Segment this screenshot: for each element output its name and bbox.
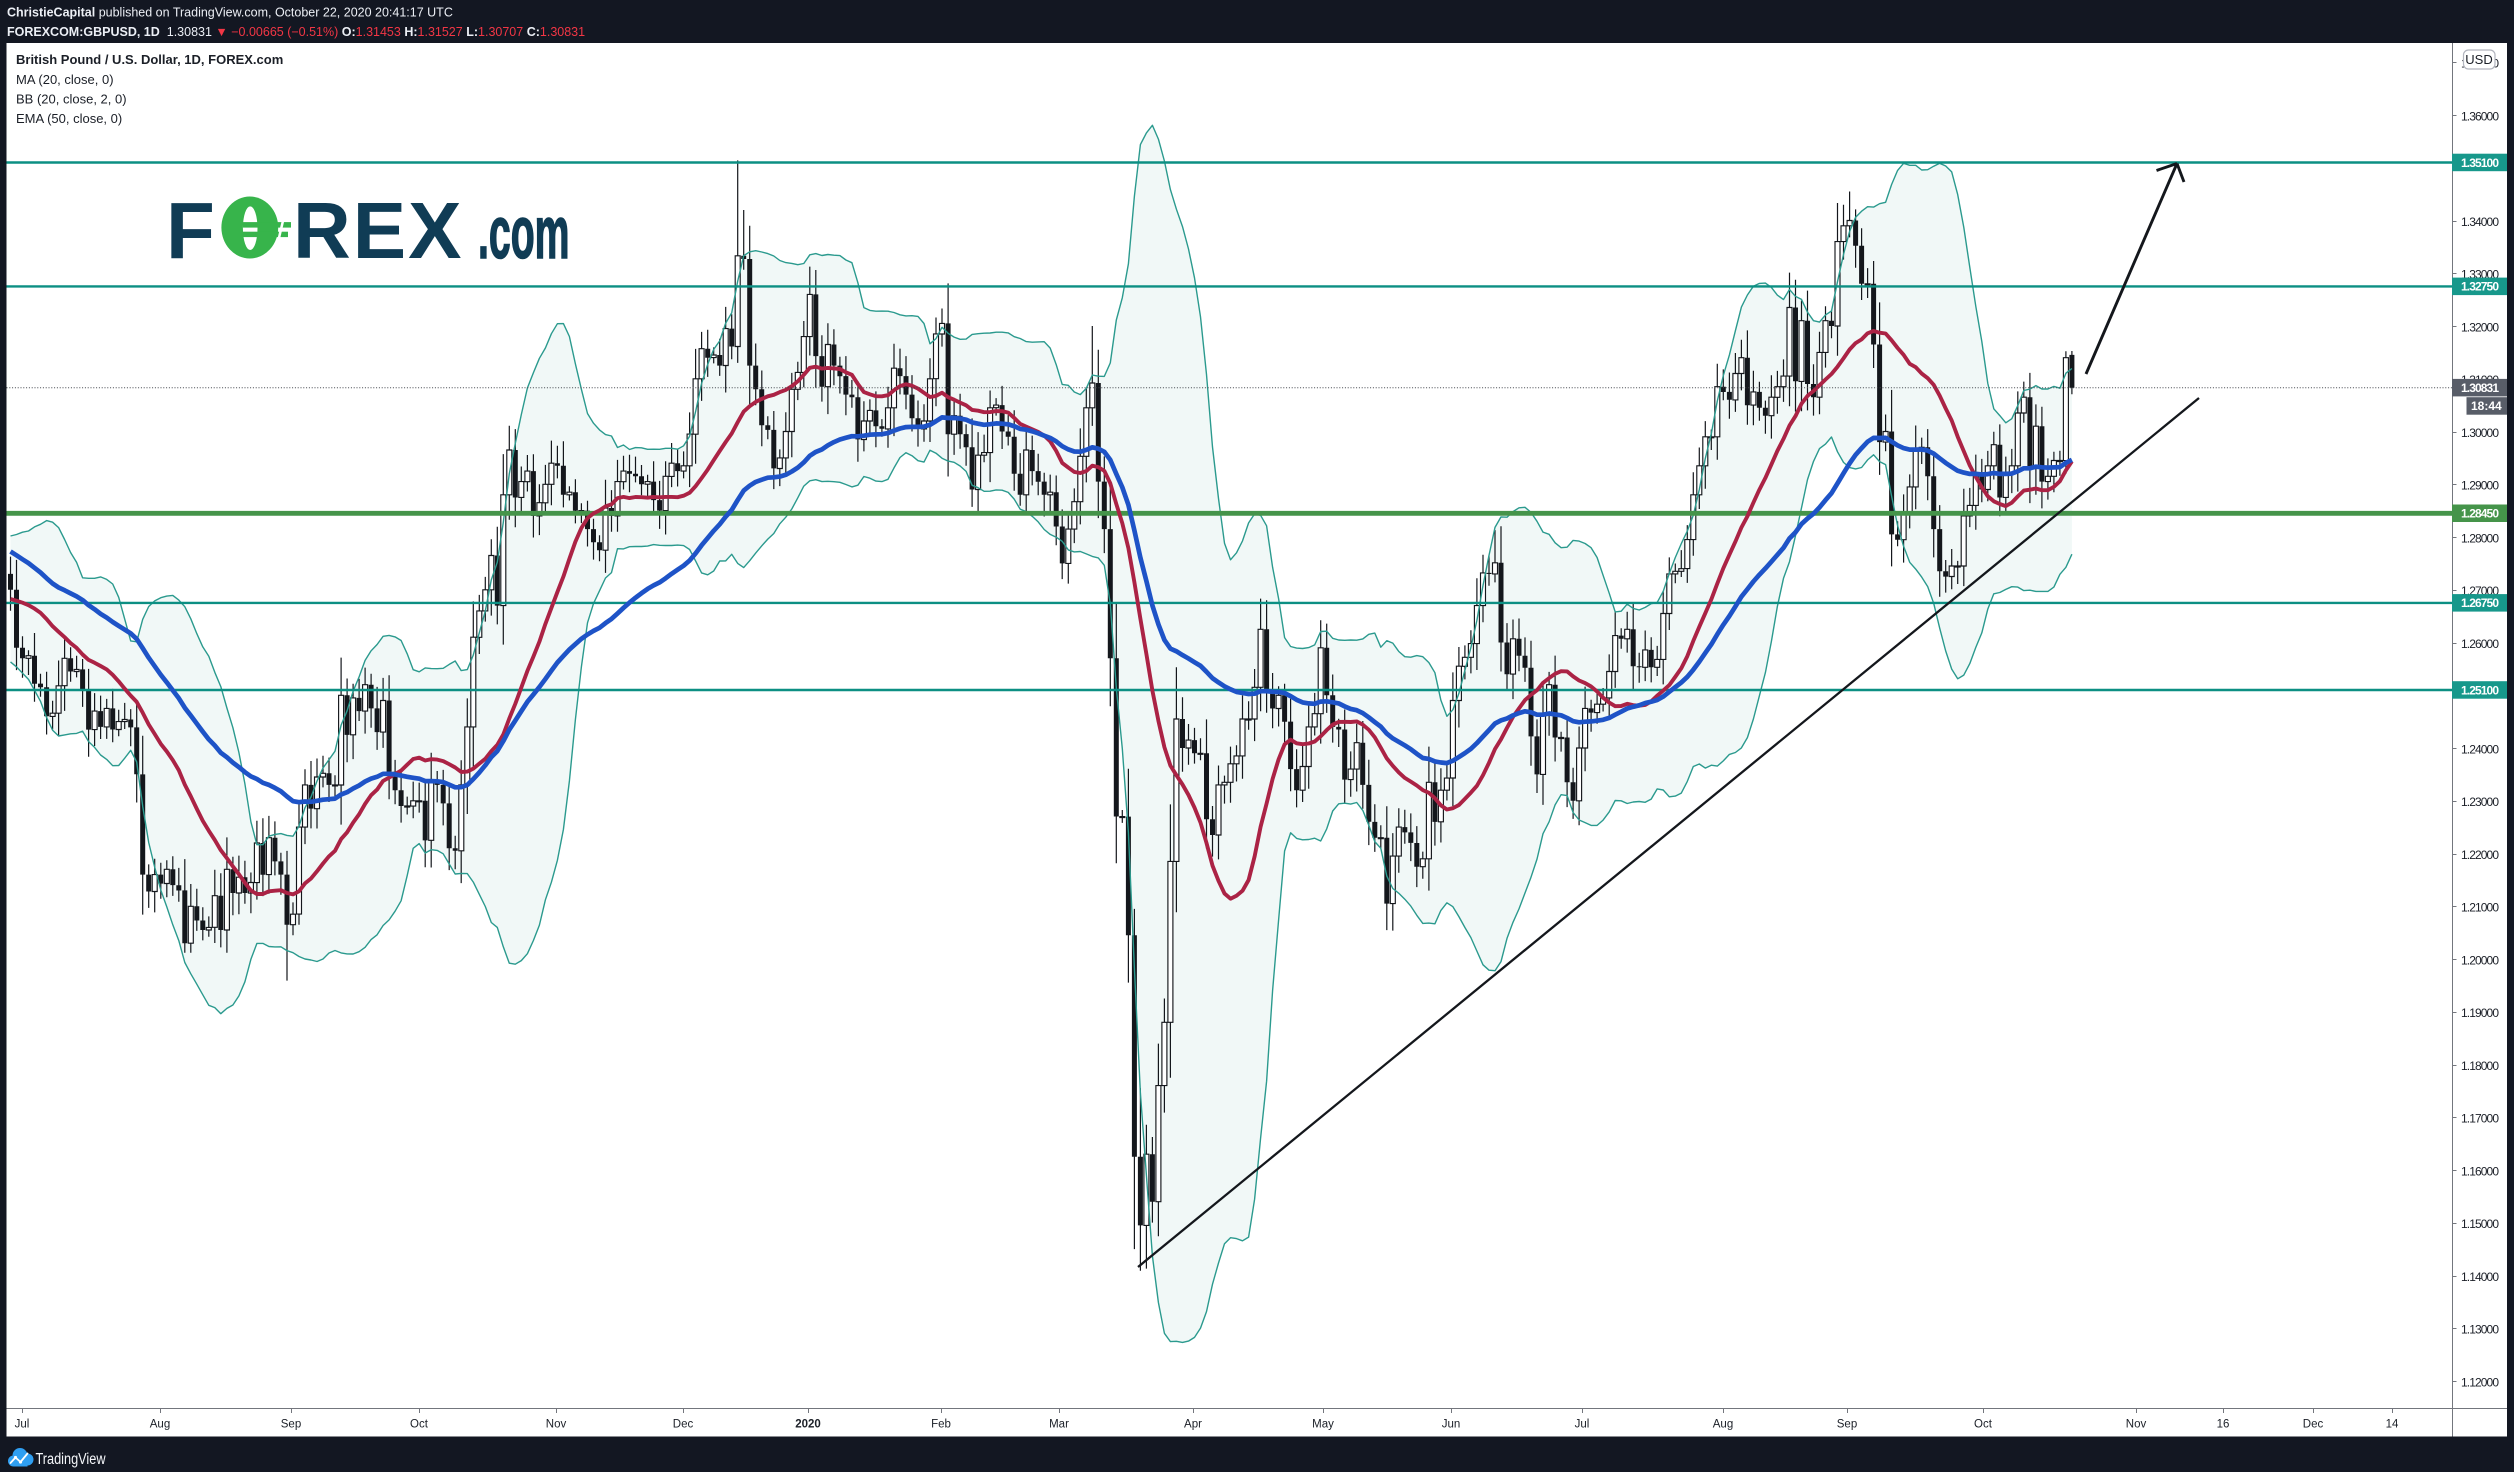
- svg-text:REX: REX: [293, 186, 464, 275]
- svg-text:1.32000: 1.32000: [2461, 320, 2499, 334]
- svg-text:Sep: Sep: [281, 1419, 301, 1431]
- svg-text:Dec: Dec: [2303, 1419, 2324, 1431]
- svg-text:1.13000: 1.13000: [2461, 1323, 2499, 1337]
- svg-text:.com: .com: [478, 191, 570, 275]
- svg-text:Oct: Oct: [1974, 1419, 1993, 1431]
- svg-text:14: 14: [2386, 1419, 2399, 1431]
- svg-text:1.28450: 1.28450: [2461, 507, 2499, 521]
- svg-text:TradingView: TradingView: [36, 1451, 107, 1468]
- svg-text:Dec: Dec: [673, 1419, 694, 1431]
- svg-text:Apr: Apr: [1184, 1419, 1202, 1431]
- svg-text:EMA (50, close, 0): EMA (50, close, 0): [16, 111, 122, 126]
- svg-text:Oct: Oct: [410, 1419, 429, 1431]
- svg-text:MA (20, close, 0): MA (20, close, 0): [16, 72, 114, 87]
- svg-text:1.17000: 1.17000: [2461, 1112, 2499, 1126]
- svg-text:1.19000: 1.19000: [2461, 1006, 2499, 1020]
- svg-text:Aug: Aug: [1713, 1419, 1733, 1431]
- svg-text:18:44: 18:44: [2471, 399, 2502, 413]
- svg-text:1.30831: 1.30831: [2461, 381, 2499, 395]
- svg-text:FOREXCOM:GBPUSD, 1D 1.30831 ▼: FOREXCOM:GBPUSD, 1D 1.30831 ▼ −0.00665 (…: [7, 25, 585, 39]
- svg-text:Jul: Jul: [15, 1419, 30, 1431]
- svg-text:2020: 2020: [795, 1419, 821, 1431]
- svg-text:May: May: [1312, 1419, 1334, 1431]
- svg-text:1.35100: 1.35100: [2461, 156, 2499, 170]
- svg-text:1.12000: 1.12000: [2461, 1375, 2499, 1389]
- svg-text:1.16000: 1.16000: [2461, 1164, 2499, 1178]
- svg-text:1.24000: 1.24000: [2461, 742, 2499, 756]
- svg-text:Sep: Sep: [1837, 1419, 1857, 1431]
- svg-text:Nov: Nov: [546, 1419, 567, 1431]
- svg-text:1.36000: 1.36000: [2461, 109, 2499, 123]
- svg-text:1.30000: 1.30000: [2461, 426, 2499, 440]
- svg-text:USD: USD: [2465, 52, 2492, 67]
- svg-text:1.14000: 1.14000: [2461, 1270, 2499, 1284]
- svg-text:1.25100: 1.25100: [2461, 683, 2499, 697]
- svg-text:F: F: [166, 186, 215, 275]
- svg-text:Feb: Feb: [931, 1419, 951, 1431]
- svg-text:1.28000: 1.28000: [2461, 531, 2499, 545]
- svg-text:Jun: Jun: [1442, 1419, 1461, 1431]
- svg-text:1.23000: 1.23000: [2461, 795, 2499, 809]
- svg-text:1.18000: 1.18000: [2461, 1059, 2499, 1073]
- svg-text:16: 16: [2217, 1419, 2230, 1431]
- svg-text:BB (20, close, 2, 0): BB (20, close, 2, 0): [16, 92, 127, 107]
- svg-text:1.32750: 1.32750: [2461, 280, 2499, 294]
- svg-text:1.22000: 1.22000: [2461, 848, 2499, 862]
- svg-text:1.34000: 1.34000: [2461, 215, 2499, 229]
- svg-text:Aug: Aug: [150, 1419, 170, 1431]
- svg-text:1.26000: 1.26000: [2461, 637, 2499, 651]
- svg-text:Jul: Jul: [1575, 1419, 1590, 1431]
- svg-text:1.20000: 1.20000: [2461, 953, 2499, 967]
- svg-text:1.15000: 1.15000: [2461, 1217, 2499, 1231]
- svg-text:1.29000: 1.29000: [2461, 479, 2499, 493]
- svg-text:Mar: Mar: [1049, 1419, 1069, 1431]
- svg-text:1.21000: 1.21000: [2461, 901, 2499, 915]
- svg-text:ChristieCapital published on T: ChristieCapital published on TradingView…: [7, 6, 453, 20]
- svg-text:British Pound / U.S. Dollar, 1: British Pound / U.S. Dollar, 1D, FOREX.c…: [16, 52, 283, 67]
- svg-text:Nov: Nov: [2126, 1419, 2147, 1431]
- svg-text:1.26750: 1.26750: [2461, 596, 2499, 610]
